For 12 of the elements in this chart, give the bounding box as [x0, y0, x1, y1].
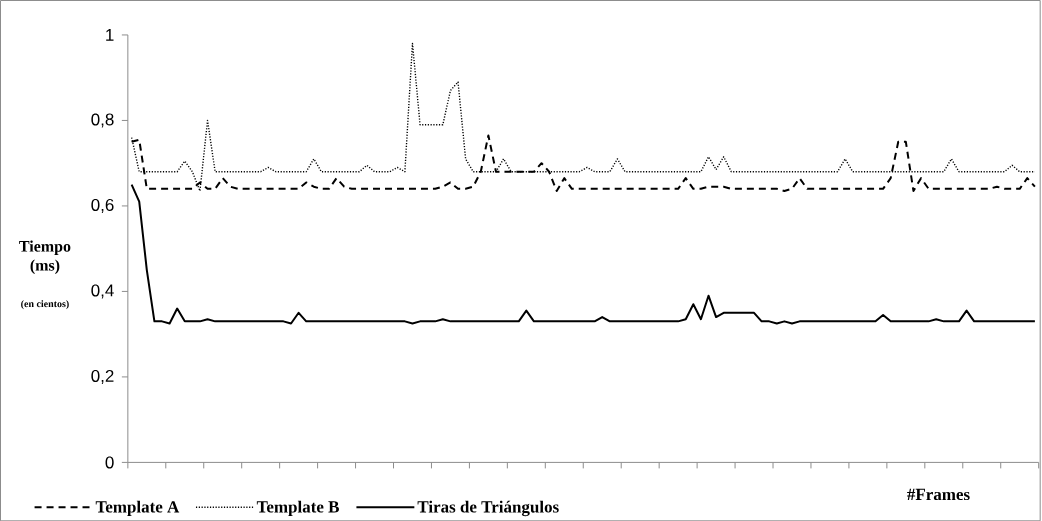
y-tick-label: 0,6: [91, 198, 114, 213]
y-axis-title: Tiempo (ms): [19, 240, 71, 274]
y-tick-label: 0,4: [91, 284, 114, 299]
y-tick-label: 0: [105, 456, 114, 469]
legend-label: Template A: [95, 500, 180, 516]
y-tick-label: 0,8: [91, 113, 114, 128]
legend-label: Template B: [256, 500, 339, 516]
y-tick-label: 1: [106, 28, 114, 41]
legend-label: Tiras de Triángulos: [417, 500, 559, 517]
x-axis-title: #Frames: [907, 488, 970, 500]
y-tick-label: 0,2: [91, 369, 114, 384]
text: (en cientos): [21, 299, 69, 310]
